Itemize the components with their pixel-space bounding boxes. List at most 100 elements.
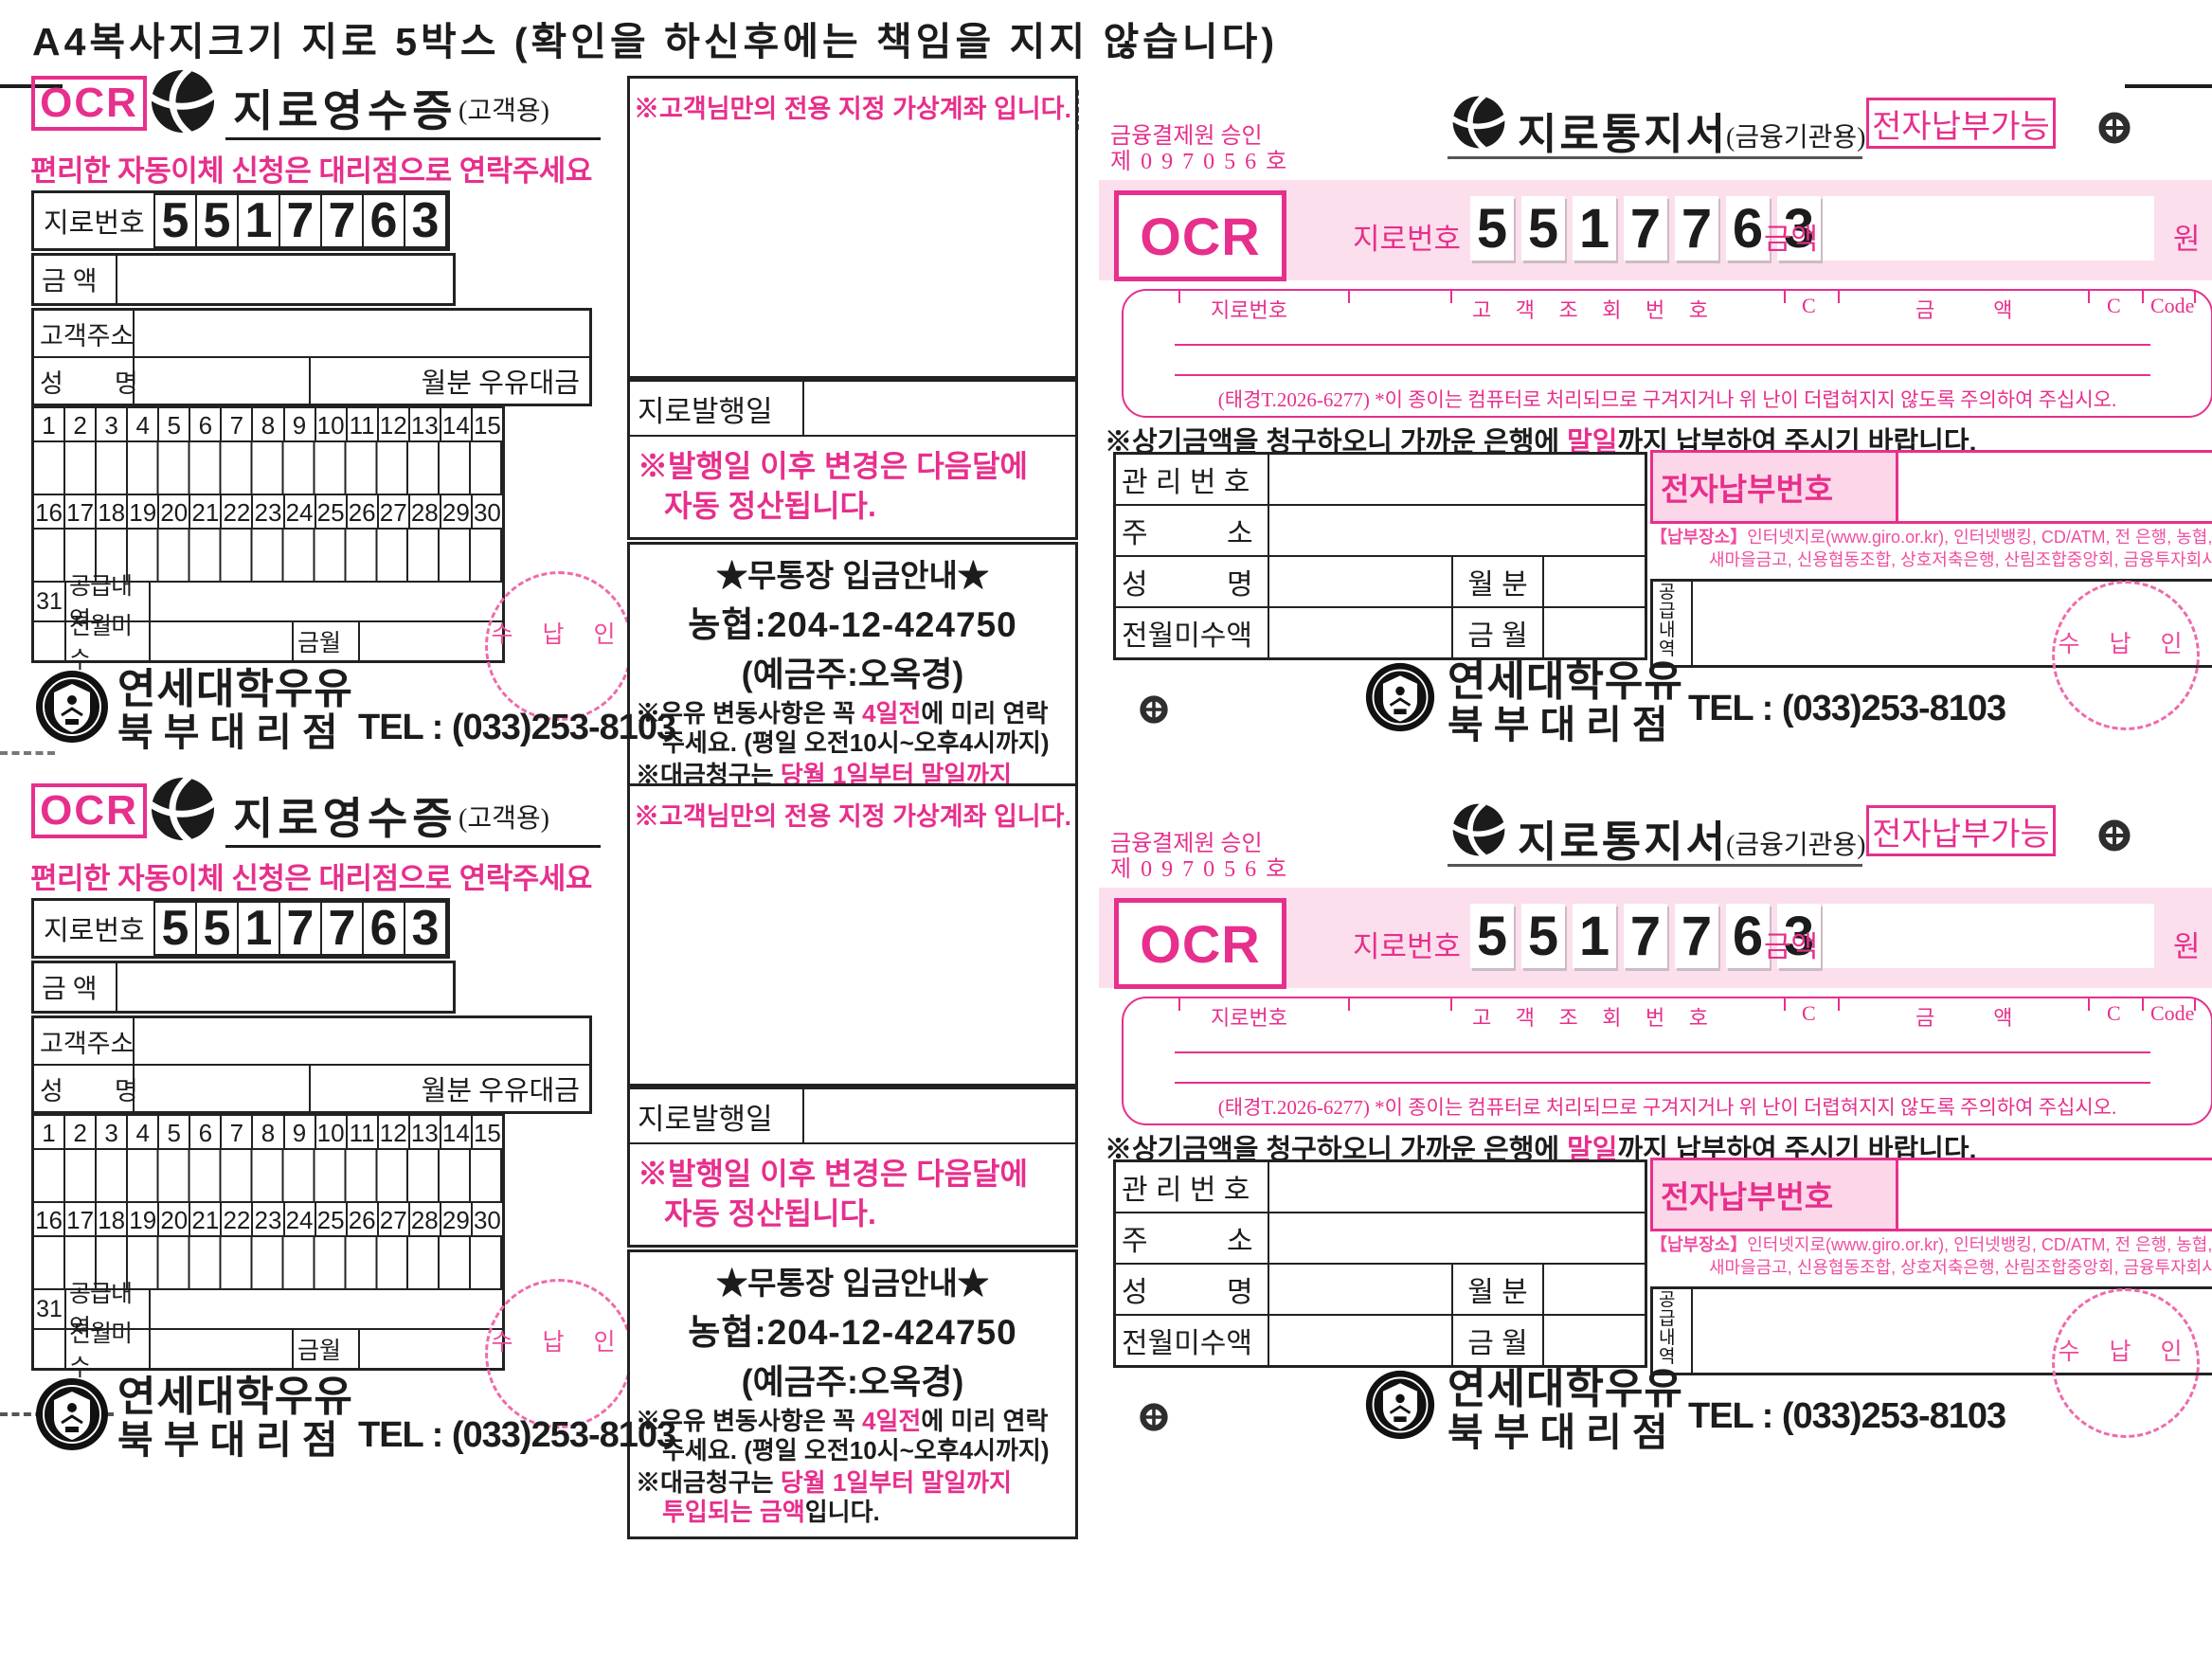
deposit-account: 농협:204-12-424750 [688,605,1017,644]
current-month-field [360,622,502,660]
prev-unpaid-field [1269,1316,1453,1365]
day-entry-row [34,1148,502,1201]
amount-label: 금 액 [34,963,117,1011]
epay-number-box: 전자납부번호 [1650,1158,2212,1231]
prev-unpaid-label: 전월미수 [66,613,151,674]
balance-row: 전월미수 금월 [34,613,502,674]
giro-digit: 5 [1470,196,1514,261]
address-field [1269,1213,1645,1263]
day-cell: 5 [159,1116,191,1148]
giro-digit: 7 [320,901,364,956]
giro-digit: 7 [1624,196,1667,261]
day-cell: 20 [159,495,191,528]
giro-digit: 6 [362,193,405,248]
deposit-holder: (예금주:오옥경) [741,655,964,693]
prev-unpaid-field [1269,608,1453,657]
scan-handling-note: (태경T.2026-6277) *이 종이는 컴퓨터로 처리되므로 구겨지거나 … [1217,1096,2117,1119]
month-milk-label: 월분 우유대금 [421,1076,580,1106]
amount-box: 금 액 [31,253,456,306]
giro-digit: 3 [1777,196,1821,261]
giro-digit: 5 [195,193,239,248]
day-cell: 15 [473,411,501,440]
day-31-cell: 31 [34,583,66,620]
company-name-line1: 연세대학우유 [1448,1366,1683,1412]
company-name-line2: 북부대리점 [117,710,349,754]
balance-row: 전월미수 금월 [34,1321,502,1381]
issue-date-box: 지로발행일 ※발행일 이후 변경은 다음달에 자동 정산됩니다. [627,379,1078,540]
day-row-16-30: 16 17 18 19 20 21 22 23 24 25 26 27 28 29 30 [34,1201,502,1235]
day-row-1-15: 1 2 3 4 5 6 7 8 9 10 11 12 13 14 15 [34,408,502,440]
day-cell: 14 [441,1116,473,1148]
amount-label: 금액 [1764,223,1819,256]
tick-mark [1450,998,1452,1011]
company-block: 연세대학우유 북부대리점 [34,1375,353,1461]
virtual-account-box: ※고객님만의 전용 지정 가상계좌 입니다. [627,783,1078,1087]
company-name-line2: 북부대리점 [1448,1410,1679,1454]
company-block: 연세대학우유 북부대리점 [1364,1368,1683,1453]
scan-giro-label: 지로번호 [1211,1006,1287,1030]
day-cell: 2 [65,1116,98,1148]
scan-c-label: C [2107,1001,2121,1025]
change-note: ※발행일 이후 변경은 다음달에 자동 정산됩니다. [638,449,1028,523]
title-underline [1448,156,1862,159]
day-cell: 4 [128,1116,160,1148]
day-cell: 18 [97,495,129,528]
title-underline [225,845,601,848]
giro-digit: 7 [279,193,322,248]
tick-mark [1178,998,1180,1011]
name-label: 성 명 [1116,557,1269,606]
day-cell: 12 [379,408,410,440]
giro-digit: 5 [1521,904,1565,968]
giro-digit: 5 [153,193,197,248]
current-month-label: 금월 [294,1330,360,1368]
payment-places-note: 【납부장소】인터넷지로(www.giro.or.kr), 인터넷뱅킹, CD/A… [1650,1235,2212,1277]
registration-mark-icon [1139,692,1173,727]
amount-field [117,963,453,1011]
day-cell: 24 [285,1203,316,1235]
company-name-line1: 연세대학우유 [117,1374,353,1420]
day-cell: 28 [410,1203,441,1235]
scan-customer-label: 고 객 조 회 번 호 [1472,1006,1717,1030]
name-field [135,358,311,404]
stamp-circle: 수 납 인 [485,571,633,721]
amount-field [117,256,453,303]
change-note: ※발행일 이후 변경은 다음달에 자동 정산됩니다. [638,1157,1028,1231]
ocr-badge: OCR [1114,190,1286,281]
day-cell: 27 [379,495,410,528]
stamp-circle: 수 납 인 [2052,1288,2200,1438]
tick-mark [1348,291,1350,303]
giro-digit: 7 [279,901,322,956]
giro-digit: 5 [1521,196,1565,261]
month-label: 월 분 [1453,1265,1544,1314]
issue-date-label: 지로발행일 [630,1089,804,1142]
cut-mark [0,751,55,755]
day-cell: 7 [222,1116,254,1148]
prev-unpaid-field [151,622,294,660]
mgmt-number-field [1269,455,1645,504]
giro-logo-icon [1450,93,1507,152]
giro-digit: 5 [1470,904,1514,968]
day-cell: 22 [222,495,254,528]
giro-digit: 6 [1726,196,1770,261]
name-row: 성 명 월분 우유대금 [34,356,589,404]
table-row: 주 소 [1116,1212,1645,1263]
giro-logo-icon [149,66,218,136]
day-cell: 8 [253,408,285,440]
amount-label: 금액 [1764,930,1819,963]
scan-line [1175,1051,2150,1053]
day-cell: 1 [34,1116,66,1148]
amount-label: 금 액 [34,256,117,303]
day-cell: 22 [222,1203,254,1235]
company-tel: TEL : (033)253-8103 [1688,689,2006,728]
day-cell: 10 [316,1116,348,1148]
day-cell: 20 [159,1203,191,1235]
tick-mark [1838,291,1840,303]
name-field [135,1066,311,1111]
giro-digit: 1 [1573,196,1616,261]
day-cell: 19 [128,1203,160,1235]
current-month-label: 금 월 [1453,608,1544,657]
registration-mark-icon [2097,111,2131,145]
address-field [135,1018,589,1064]
